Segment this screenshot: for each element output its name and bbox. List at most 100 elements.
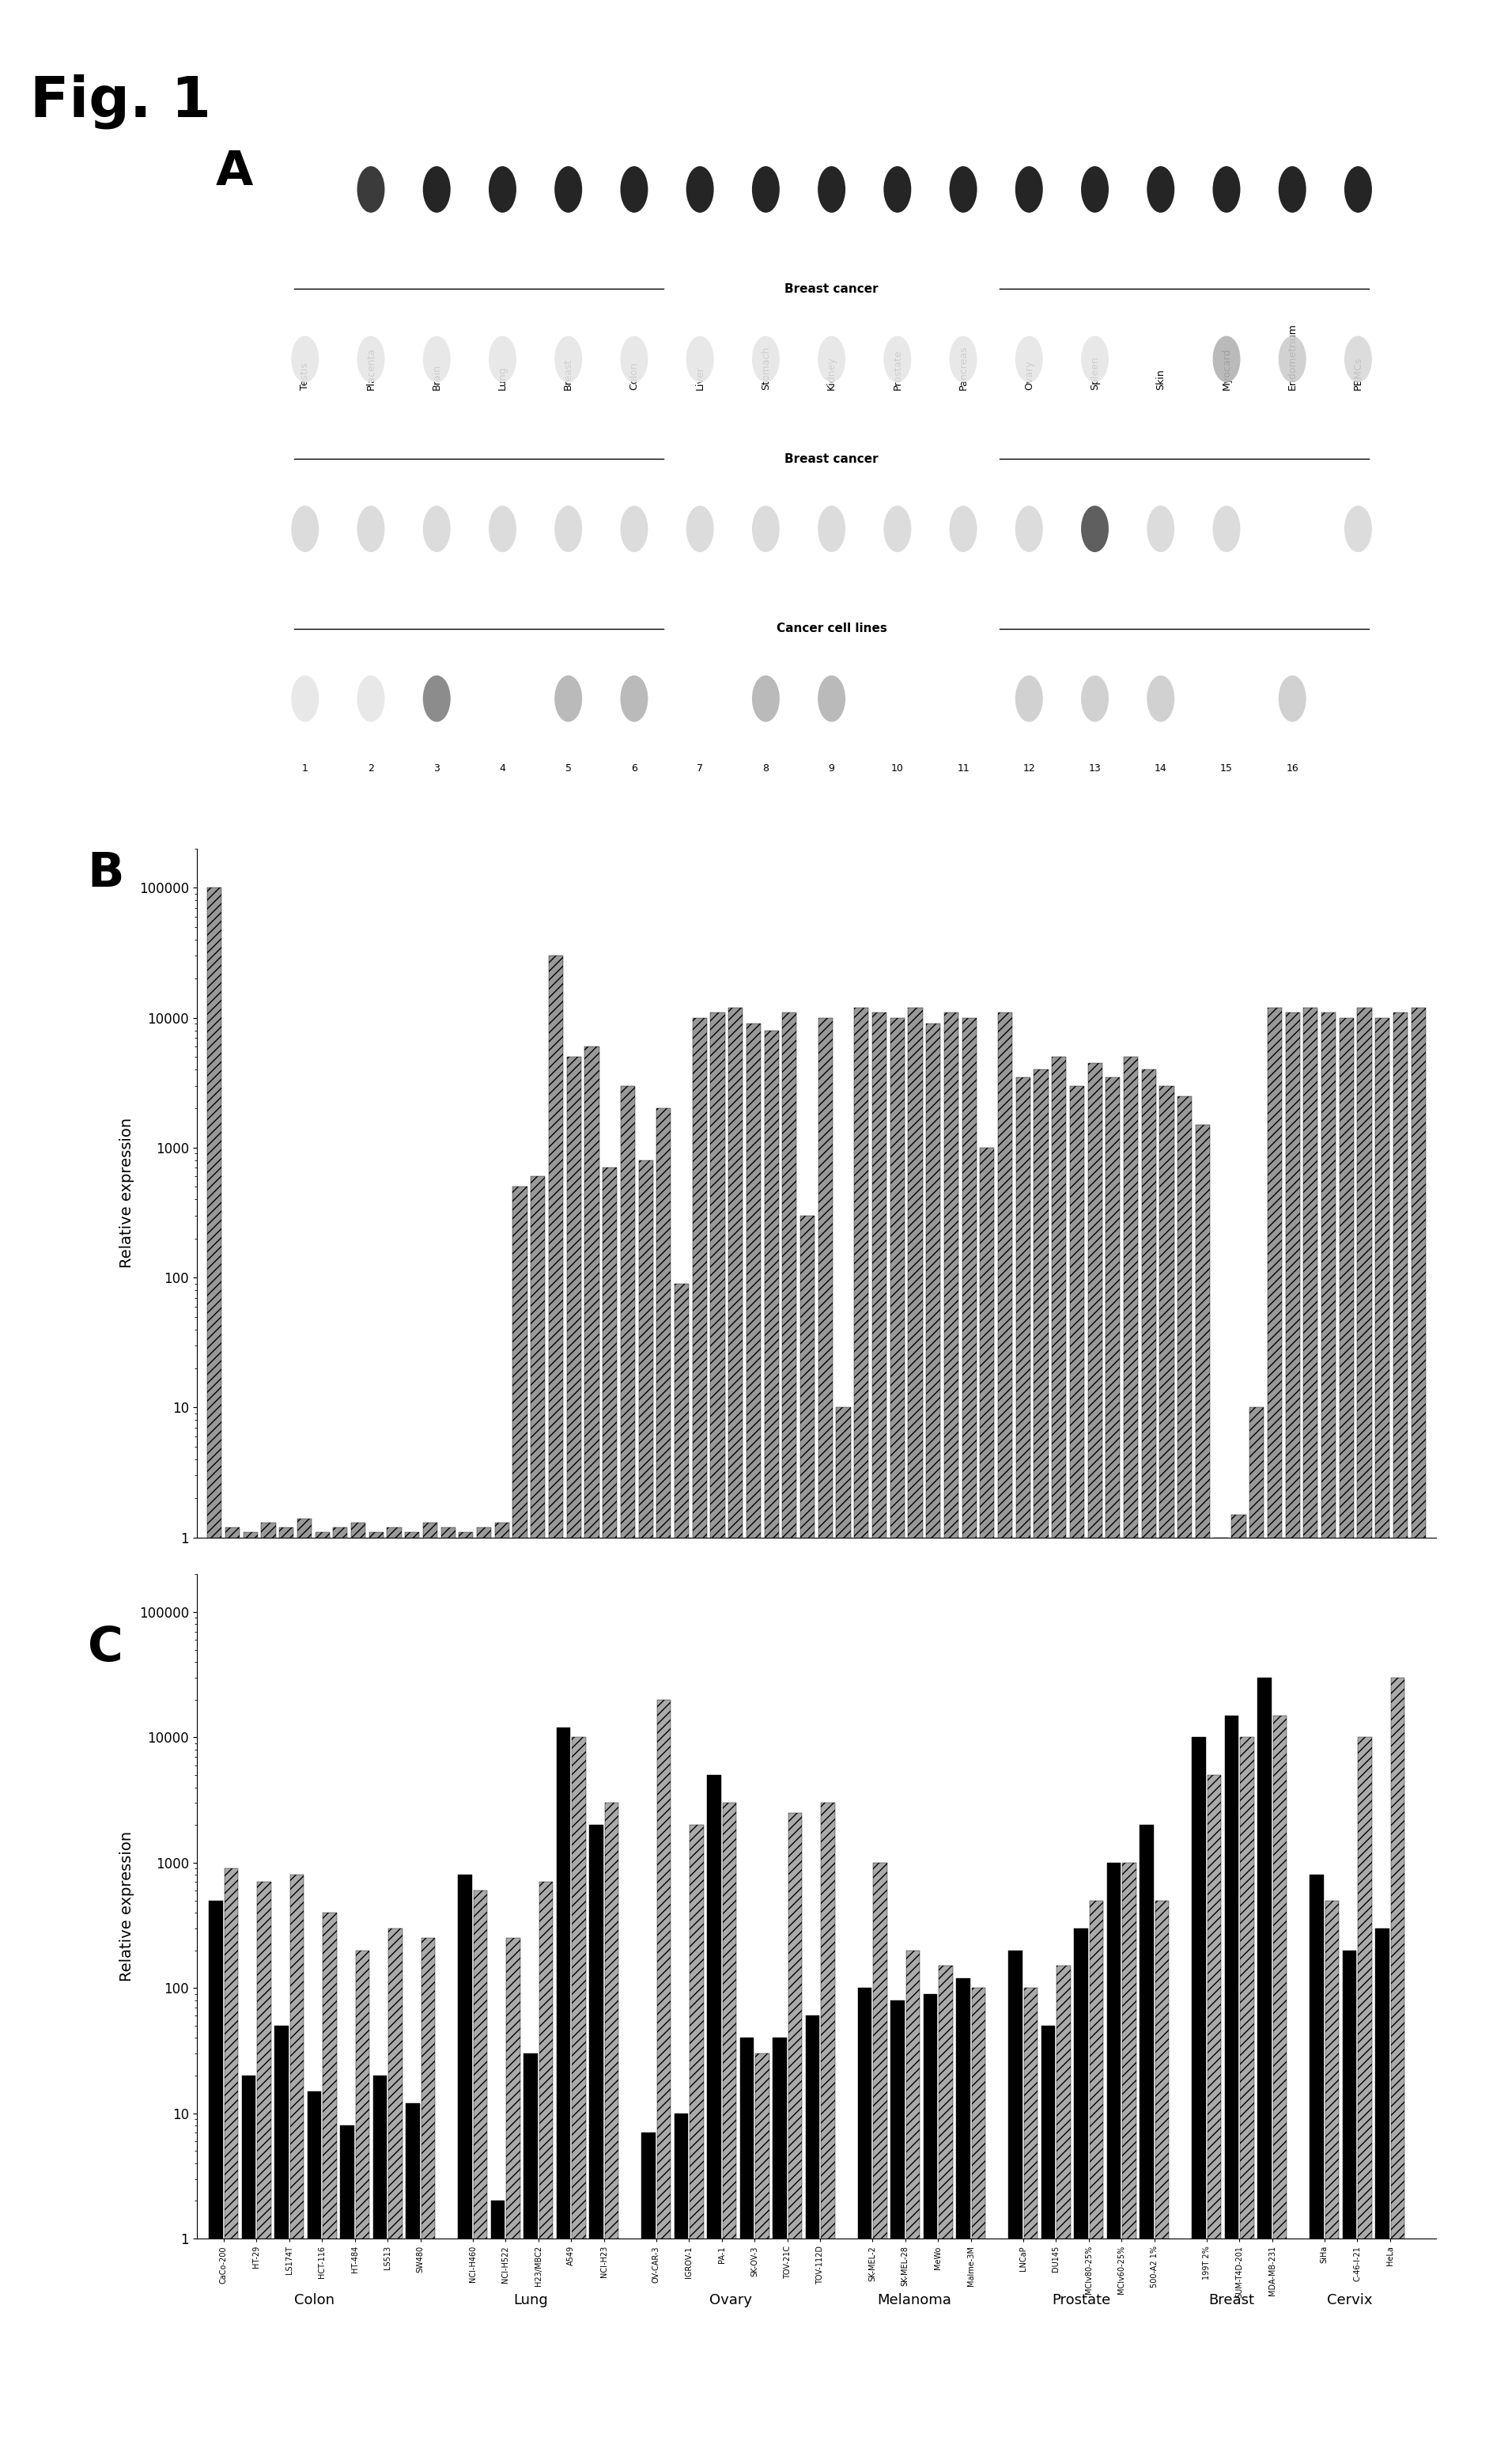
Bar [333, 1528, 348, 2460]
Bar [224, 1870, 239, 2460]
Bar [422, 1938, 435, 2460]
Text: 10: 10 [891, 763, 904, 775]
Ellipse shape [1081, 507, 1108, 551]
Bar [1376, 1018, 1390, 2460]
Bar [729, 1009, 742, 2460]
Bar [854, 1009, 868, 2460]
Ellipse shape [1081, 337, 1108, 381]
Bar [513, 1186, 528, 2460]
Ellipse shape [1015, 167, 1043, 212]
Ellipse shape [488, 167, 516, 212]
Bar [1196, 1124, 1210, 2460]
Text: 15: 15 [1220, 763, 1232, 775]
Bar [405, 2103, 420, 2460]
Bar [1258, 1678, 1272, 2460]
Ellipse shape [950, 337, 977, 381]
Ellipse shape [1213, 167, 1240, 212]
Bar [1070, 1085, 1084, 2460]
Text: Stomach: Stomach [761, 347, 771, 389]
Text: 6: 6 [631, 763, 637, 775]
Ellipse shape [1279, 677, 1306, 721]
Text: 7: 7 [697, 763, 703, 775]
Bar [340, 2125, 354, 2460]
Text: Fig. 1: Fig. 1 [30, 74, 212, 128]
Bar [1105, 1077, 1120, 2460]
Bar [980, 1149, 995, 2460]
Text: 8: 8 [762, 763, 770, 775]
Text: Endometrium: Endometrium [1287, 322, 1297, 389]
Text: 3: 3 [434, 763, 440, 775]
Ellipse shape [1148, 507, 1175, 551]
Ellipse shape [620, 677, 649, 721]
Ellipse shape [818, 507, 845, 551]
Bar [821, 1803, 835, 2460]
Text: Breast cancer: Breast cancer [933, 1621, 1024, 1633]
Ellipse shape [292, 167, 319, 212]
Bar [355, 1951, 369, 2460]
Ellipse shape [357, 677, 384, 721]
Bar [924, 1993, 937, 2460]
Ellipse shape [1148, 167, 1175, 212]
Bar [956, 1978, 971, 2460]
Ellipse shape [818, 677, 845, 721]
Ellipse shape [555, 337, 582, 381]
Text: Brain: Brain [431, 364, 442, 389]
Bar [1208, 1776, 1222, 2460]
Ellipse shape [423, 337, 451, 381]
Bar [523, 2054, 538, 2460]
Bar [1155, 1902, 1169, 2460]
Bar [423, 1523, 437, 2460]
Text: Lung: Lung [497, 367, 508, 389]
Bar [1042, 2025, 1055, 2460]
Bar [1123, 1058, 1139, 2460]
Text: Liver: Liver [696, 367, 705, 389]
Ellipse shape [950, 507, 977, 551]
Text: Ovary: Ovary [709, 2293, 751, 2307]
Ellipse shape [883, 337, 912, 381]
Bar [656, 1109, 671, 2460]
Bar [1178, 1097, 1191, 2460]
Ellipse shape [555, 677, 582, 721]
Text: Cancer cell lines: Cancer cell lines [776, 622, 888, 635]
Bar [1340, 1018, 1353, 2460]
Bar [1024, 1988, 1037, 2460]
Bar [1325, 1902, 1340, 2460]
Ellipse shape [620, 507, 649, 551]
Ellipse shape [686, 337, 714, 381]
Bar [723, 1803, 736, 2460]
Bar [1074, 1929, 1089, 2460]
Bar [972, 1988, 986, 2460]
Ellipse shape [292, 507, 319, 551]
Bar [460, 1533, 473, 2460]
Ellipse shape [883, 507, 912, 551]
Bar [590, 1825, 603, 2460]
Bar [638, 1161, 653, 2460]
Bar [1122, 1862, 1137, 2460]
Bar [1273, 1715, 1287, 2460]
Bar [351, 1523, 366, 2460]
Bar [1087, 1063, 1102, 2460]
Text: 16: 16 [1287, 763, 1299, 775]
Ellipse shape [751, 507, 780, 551]
Text: Ovary: Ovary [1024, 359, 1034, 389]
Bar [262, 1523, 275, 2460]
Bar [1358, 1737, 1371, 2460]
Ellipse shape [620, 337, 649, 381]
Bar [556, 1727, 570, 2460]
Ellipse shape [423, 507, 451, 551]
Bar [909, 1009, 922, 2460]
Ellipse shape [751, 167, 780, 212]
Bar [1160, 1085, 1173, 2460]
Bar [298, 1518, 311, 2460]
Bar [442, 1528, 455, 2460]
Y-axis label: Relative expression: Relative expression [119, 1830, 135, 1983]
Bar [739, 2037, 754, 2460]
Bar [818, 1018, 833, 2460]
Text: 4: 4 [499, 763, 505, 775]
Bar [800, 1215, 815, 2460]
Bar [656, 1700, 671, 2460]
Bar [1393, 1014, 1408, 2460]
Bar [747, 1023, 761, 2460]
Ellipse shape [1279, 337, 1306, 381]
Bar [891, 1018, 904, 2460]
